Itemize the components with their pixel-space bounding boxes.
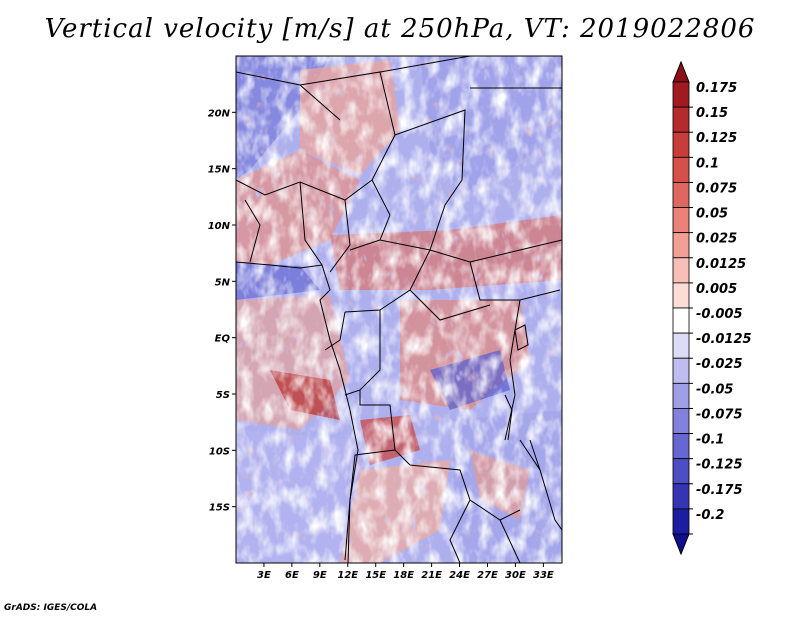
chart-title: Vertical velocity [m/s] at 250hPa, VT: 2… (44, 14, 756, 44)
colorbar-label: -0.175 (696, 483, 743, 498)
lat-tick-label: 15N (208, 165, 231, 176)
colorbar-swatch (672, 257, 690, 284)
colorbar: 0.175 0.15 0.125 0.1 0.075 0.05 0.025 0.0125 0.0… (672, 60, 752, 556)
lon-tick-label: 6E (285, 570, 299, 581)
lon-tick-label: 3E (257, 570, 271, 581)
velocity-field (236, 56, 562, 563)
lon-tick-label: 27E (477, 570, 498, 581)
colorbar-swatch (672, 156, 690, 183)
lon-tick-label: 24E (449, 570, 470, 581)
colorbar-label: 0.125 (696, 131, 737, 146)
colorbar-swatch (672, 408, 690, 434)
lat-tick-label: 15S (209, 503, 230, 514)
colorbar-swatch (672, 508, 690, 535)
colorbar-swatch (672, 382, 690, 409)
colorbar-bottom-arrow (672, 533, 690, 556)
colorbar-label: -0.05 (696, 382, 733, 397)
lon-tick-label: 21E (421, 570, 442, 581)
colorbar-label: -0.075 (696, 407, 743, 422)
colorbar-label: -0.025 (696, 357, 743, 372)
lat-tick-label: 20N (208, 108, 231, 119)
colorbar-label: -0.1 (696, 433, 724, 448)
colorbar-swatch (672, 458, 690, 485)
colorbar-label: 0.1 (696, 156, 719, 171)
lon-tick-label: 33E (533, 570, 554, 581)
colorbar-label: -0.005 (696, 307, 743, 322)
lat-tick-label: EQ (215, 334, 231, 345)
lat-tick-label: 10N (208, 221, 231, 232)
country-borders (236, 56, 562, 563)
colorbar-swatch (672, 81, 690, 108)
colorbar-swatch (672, 182, 690, 208)
lat-tick-label: 10S (209, 446, 230, 457)
colorbar-swatch (672, 232, 690, 259)
colorbar-label: 0.005 (696, 282, 737, 297)
lon-tick-label: 9E (313, 570, 327, 581)
lon-tick-label: 18E (393, 570, 414, 581)
colorbar-swatch (672, 106, 690, 133)
longitude-axis: 3E 6E 9E 12E 15E 18E 21E 24E 27E 30E 33E (257, 563, 554, 581)
colorbar-label: 0.075 (696, 181, 737, 196)
lon-tick-label: 30E (505, 570, 526, 581)
lat-tick-label: 5S (216, 390, 230, 401)
colorbar-swatch (672, 282, 690, 309)
lon-tick-label: 12E (337, 570, 358, 581)
colorbar-label: 0.025 (696, 232, 737, 247)
grads-credit: GrADS: IGES/COLA (4, 603, 98, 613)
colorbar-swatch (672, 131, 690, 158)
colorbar-label: -0.2 (696, 508, 724, 523)
colorbar-swatch (672, 332, 690, 359)
colorbar-label: 0.175 (696, 81, 737, 96)
colorbar-label: -0.0125 (696, 332, 752, 347)
latitude-axis: 20N 15N 10N 5N EQ 5S 10S 15S (208, 108, 236, 514)
colorbar-top-arrow (672, 60, 690, 83)
colorbar-swatch (672, 307, 690, 334)
colorbar-label: 0.15 (696, 106, 728, 121)
plot-frame (235, 55, 563, 564)
colorbar-label: -0.125 (696, 458, 743, 473)
colorbar-swatch (672, 207, 690, 234)
colorbar-swatch (672, 483, 690, 510)
colorbar-label: 0.0125 (696, 257, 746, 272)
lon-tick-label: 15E (365, 570, 386, 581)
lat-tick-label: 5N (215, 277, 231, 288)
colorbar-swatch (672, 357, 690, 384)
colorbar-swatch (672, 433, 690, 460)
colorbar-label: 0.05 (696, 207, 728, 222)
